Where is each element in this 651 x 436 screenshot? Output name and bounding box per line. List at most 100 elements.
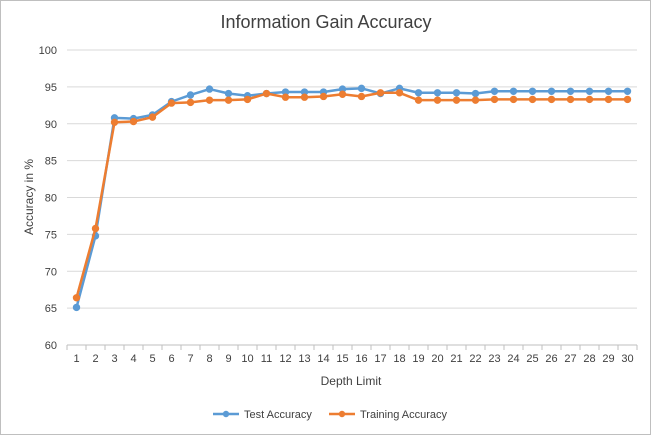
data-point bbox=[338, 90, 347, 98]
data-point bbox=[110, 118, 119, 126]
series-layer bbox=[72, 84, 632, 312]
legend-marker bbox=[338, 410, 346, 418]
data-point bbox=[490, 87, 499, 96]
data-point bbox=[72, 294, 81, 302]
data-point bbox=[471, 89, 480, 98]
y-tick-label: 95 bbox=[45, 82, 57, 94]
data-point bbox=[604, 87, 613, 96]
data-point bbox=[528, 95, 537, 104]
legend-item: Test Accuracy bbox=[213, 409, 312, 421]
data-point bbox=[148, 113, 157, 121]
x-tick-label: 11 bbox=[261, 353, 272, 365]
data-point bbox=[566, 87, 575, 96]
legend-label: Training Accuracy bbox=[360, 409, 448, 421]
data-point bbox=[281, 93, 290, 101]
data-point bbox=[509, 95, 518, 104]
x-tick-label: 21 bbox=[450, 353, 462, 365]
x-tick-label: 6 bbox=[168, 353, 174, 365]
data-point bbox=[471, 96, 480, 104]
data-point bbox=[224, 96, 233, 104]
x-tick-label: 12 bbox=[279, 353, 291, 365]
data-point bbox=[452, 96, 461, 104]
data-point bbox=[414, 96, 423, 104]
x-tick-label: 22 bbox=[469, 353, 481, 365]
x-tick-label: 2 bbox=[92, 353, 98, 365]
x-tick-label: 27 bbox=[564, 353, 576, 365]
data-point bbox=[547, 95, 556, 104]
x-tick-label: 18 bbox=[393, 353, 405, 365]
x-tick-label: 25 bbox=[526, 353, 538, 365]
x-tick-label: 1 bbox=[73, 353, 79, 365]
data-point bbox=[433, 96, 442, 104]
x-tick-label: 29 bbox=[602, 353, 614, 365]
y-tick-label: 100 bbox=[39, 45, 57, 57]
data-point bbox=[452, 89, 461, 97]
data-point bbox=[433, 89, 442, 97]
x-tick-label: 8 bbox=[206, 353, 212, 365]
y-tick-label: 90 bbox=[45, 119, 57, 131]
y-tick-label: 70 bbox=[45, 266, 57, 278]
x-tick-label: 28 bbox=[583, 353, 595, 365]
x-tick-label: 10 bbox=[241, 353, 253, 365]
y-tick-label: 80 bbox=[45, 193, 57, 205]
legend-label: Test Accuracy bbox=[244, 409, 312, 421]
x-tick-label: 9 bbox=[225, 353, 231, 365]
x-tick-label: 5 bbox=[149, 353, 155, 365]
x-tick-label: 19 bbox=[412, 353, 424, 365]
chart-title: Information Gain Accuracy bbox=[220, 12, 431, 32]
data-point bbox=[186, 91, 195, 99]
x-tick-label: 24 bbox=[507, 353, 519, 365]
x-tick-label: 30 bbox=[621, 353, 633, 365]
data-point bbox=[205, 85, 214, 93]
x-tick-label: 16 bbox=[355, 353, 367, 365]
series-training-accuracy bbox=[72, 89, 632, 302]
legend-item: Training Accuracy bbox=[329, 409, 448, 421]
data-point bbox=[262, 89, 271, 98]
y-tick-label: 75 bbox=[45, 229, 57, 241]
data-point bbox=[300, 93, 309, 101]
data-point bbox=[224, 89, 233, 98]
x-tick-label: 14 bbox=[317, 353, 329, 365]
data-point bbox=[585, 95, 594, 104]
data-point bbox=[186, 98, 195, 107]
data-point bbox=[357, 84, 366, 93]
data-point bbox=[129, 117, 138, 126]
data-point bbox=[528, 87, 537, 96]
x-tick-label: 17 bbox=[374, 353, 386, 365]
x-tick-label: 20 bbox=[431, 353, 443, 365]
legend: Test Accuracy Training Accuracy bbox=[213, 409, 448, 421]
x-axis-label: Depth Limit bbox=[321, 374, 382, 388]
data-point bbox=[376, 89, 385, 97]
legend-marker bbox=[222, 410, 230, 418]
data-point bbox=[490, 95, 499, 104]
x-tick-label: 7 bbox=[187, 353, 193, 365]
y-tick-label: 60 bbox=[45, 340, 57, 352]
data-point bbox=[205, 96, 214, 104]
data-point bbox=[243, 95, 252, 104]
y-axis-label: Accuracy in % bbox=[22, 159, 36, 235]
data-point bbox=[414, 89, 423, 97]
data-point bbox=[604, 95, 613, 104]
data-point bbox=[509, 87, 518, 96]
data-point bbox=[585, 87, 594, 96]
data-point bbox=[547, 87, 556, 96]
data-point bbox=[167, 99, 176, 107]
data-point bbox=[319, 92, 328, 101]
x-tick-label: 4 bbox=[130, 353, 136, 365]
x-tick-label: 15 bbox=[336, 353, 348, 365]
data-point bbox=[566, 95, 575, 104]
y-tick-label: 85 bbox=[45, 156, 57, 168]
data-point bbox=[91, 224, 100, 233]
x-tick-label: 3 bbox=[111, 353, 117, 365]
data-point bbox=[395, 89, 404, 97]
data-point bbox=[623, 95, 632, 104]
x-tick-label: 23 bbox=[488, 353, 500, 365]
data-point bbox=[72, 303, 81, 312]
gridlines bbox=[67, 49, 637, 309]
data-point bbox=[357, 92, 366, 101]
y-tick-label: 65 bbox=[45, 303, 57, 315]
data-point bbox=[623, 87, 632, 96]
